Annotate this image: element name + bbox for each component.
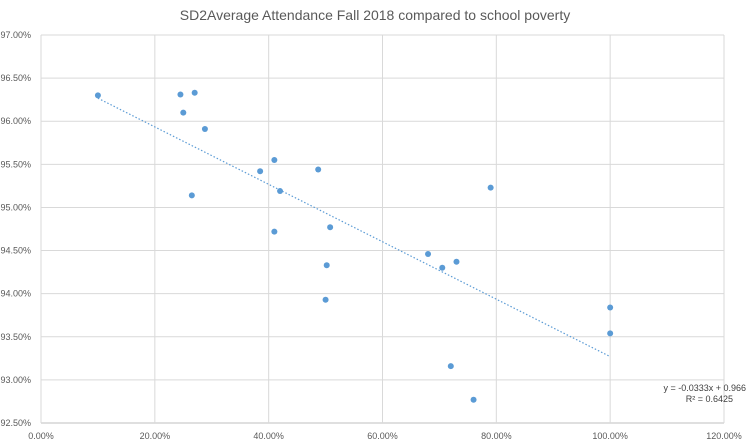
x-tick-label: 40.00%: [253, 431, 284, 441]
data-point: [607, 304, 614, 311]
x-axis-ticks: 0.00% 20.00% 40.00% 60.00% 80.00% 100.00% 120.…: [28, 431, 742, 441]
data-point: [323, 262, 330, 269]
y-tick-label: 93.50%: [0, 332, 31, 342]
y-tick-label: 95.00%: [0, 202, 31, 212]
x-tick-label: 0.00%: [28, 431, 54, 441]
x-tick-label: 60.00%: [367, 431, 398, 441]
x-tick-label: 100.00%: [592, 431, 628, 441]
data-point: [191, 89, 198, 96]
data-points: [94, 89, 614, 403]
y-tick-label: 96.00%: [0, 116, 31, 126]
trendline-equation: y = -0.0333x + 0.966: [663, 383, 746, 393]
data-point: [470, 396, 477, 403]
data-point: [607, 330, 614, 337]
data-point: [425, 251, 432, 258]
trendline-r-squared: R² = 0.6425: [686, 394, 733, 404]
data-point: [453, 258, 460, 265]
y-tick-label: 94.00%: [0, 289, 31, 299]
y-tick-label: 96.50%: [0, 73, 31, 83]
data-point: [188, 192, 195, 199]
data-point: [271, 157, 278, 164]
data-point: [439, 264, 446, 271]
data-point: [180, 109, 187, 116]
data-point: [327, 224, 334, 231]
data-point: [177, 91, 184, 98]
trendline: [97, 97, 611, 358]
data-point: [447, 363, 454, 370]
chart-title: SD2Average Attendance Fall 2018 compared…: [180, 7, 570, 23]
data-point: [315, 166, 322, 173]
y-axis-ticks: 92.50% 93.00% 93.50% 94.00% 94.50% 95.00% 95.5…: [0, 30, 31, 428]
y-tick-label: 97.00%: [0, 30, 31, 40]
data-point: [271, 228, 278, 235]
y-tick-label: 94.50%: [0, 246, 31, 256]
y-tick-label: 92.50%: [0, 418, 31, 428]
data-point: [257, 168, 264, 175]
data-point: [277, 188, 284, 195]
y-tick-label: 95.50%: [0, 159, 31, 169]
x-tick-label: 120.00%: [706, 431, 742, 441]
x-tick-label: 20.00%: [140, 431, 171, 441]
data-point: [487, 184, 494, 191]
gridlines: [40, 34, 725, 424]
data-point: [94, 92, 101, 99]
y-tick-label: 93.00%: [0, 375, 31, 385]
x-tick-label: 80.00%: [481, 431, 512, 441]
data-point: [322, 296, 329, 303]
data-point: [201, 125, 208, 132]
